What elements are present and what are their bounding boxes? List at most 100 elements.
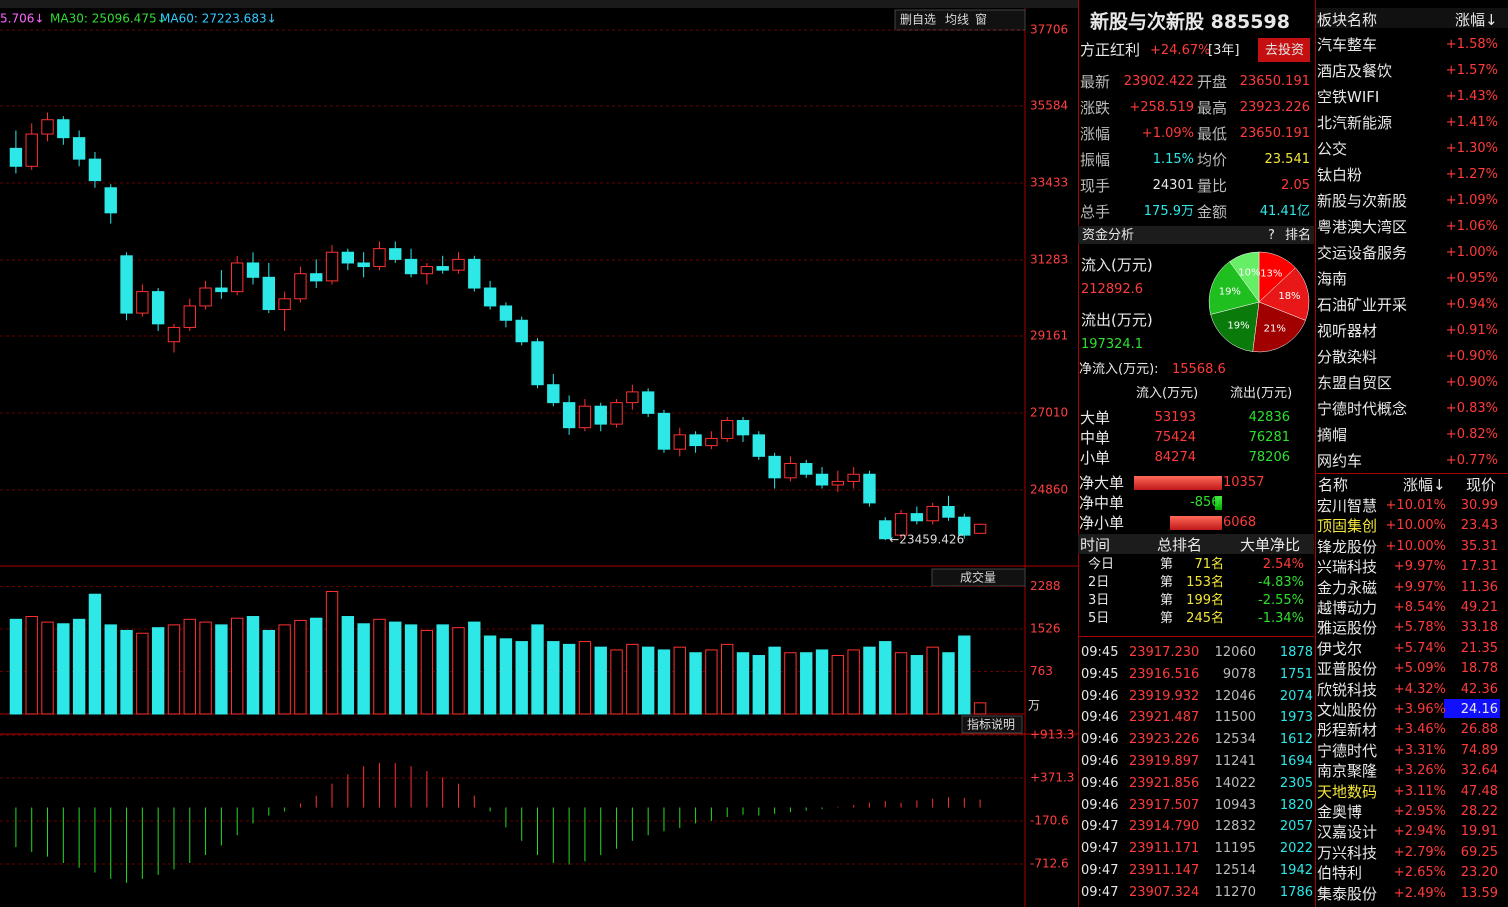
invest-button-bg[interactable] xyxy=(1258,38,1310,62)
y-tick-label: 24860 xyxy=(1030,483,1068,497)
stock-name[interactable]: 锋龙股份 xyxy=(1317,537,1378,556)
stock-name[interactable]: 宁德时代 xyxy=(1317,741,1378,760)
stock-name[interactable]: 伊戈尔 xyxy=(1317,639,1363,658)
tick-volume: 12060 xyxy=(1214,645,1256,660)
sector-name[interactable]: 汽车整车 xyxy=(1317,36,1378,54)
tick-volume: 9078 xyxy=(1222,666,1256,682)
sector-name[interactable]: 摘帽 xyxy=(1317,426,1348,444)
quote-label: 振幅 xyxy=(1080,151,1111,169)
stock-name[interactable]: 雅运股份 xyxy=(1317,619,1378,638)
col-header: 涨幅↓ xyxy=(1455,11,1498,29)
stock-price: 47.48 xyxy=(1460,783,1498,799)
stock-change: +9.97% xyxy=(1393,559,1446,575)
stock-name[interactable]: 伯特利 xyxy=(1317,864,1363,883)
volume-bar xyxy=(910,655,924,715)
candle-body xyxy=(578,405,592,429)
indicator-select[interactable] xyxy=(931,568,1026,587)
stock-name[interactable]: 彤程新材 xyxy=(1317,721,1378,740)
stock-change: +5.09% xyxy=(1393,661,1446,677)
quote-label: 量比 xyxy=(1197,177,1228,195)
tick-time: 09:47 xyxy=(1081,819,1119,835)
sector-name[interactable]: 酒店及餐饮 xyxy=(1317,62,1393,80)
sector-change: +1.58% xyxy=(1445,37,1498,52)
quote-label: 涨跌 xyxy=(1080,99,1111,117)
stock-name[interactable]: 集泰股份 xyxy=(1317,884,1378,903)
candle-body xyxy=(973,523,987,534)
quote-label: 最新 xyxy=(1080,73,1111,91)
stock-name[interactable]: 兴瑞科技 xyxy=(1317,558,1378,577)
sector-name[interactable]: 钛白粉 xyxy=(1317,166,1363,184)
volume-bar xyxy=(562,643,576,715)
sector-name[interactable]: 粤港澳大湾区 xyxy=(1317,218,1408,236)
stock-name[interactable]: 金奥博 xyxy=(1317,803,1363,821)
sector-name[interactable]: 新股与次新股 xyxy=(1317,192,1408,210)
volume-bar xyxy=(436,624,449,715)
candle-body xyxy=(768,455,781,479)
stock-name[interactable]: 顶固集创 xyxy=(1317,517,1378,536)
volume-bar xyxy=(673,646,686,715)
invest-button[interactable]: 去投资 xyxy=(1265,43,1305,58)
sector-name[interactable]: 分散染料 xyxy=(1317,348,1378,366)
stock-name[interactable]: 文灿股份 xyxy=(1317,701,1378,719)
stock-name[interactable]: 南京聚隆 xyxy=(1317,762,1378,781)
stock-name[interactable]: 越博动力 xyxy=(1317,599,1378,617)
candle-body xyxy=(151,291,165,325)
sector-change: +0.95% xyxy=(1445,271,1498,286)
pie-label: 19% xyxy=(1227,320,1249,331)
sector-name[interactable]: 宁德时代概念 xyxy=(1317,400,1408,418)
help-button[interactable] xyxy=(961,715,1023,734)
candle-body xyxy=(120,255,133,314)
tick-time: 09:47 xyxy=(1081,841,1119,857)
stock-name[interactable]: 天地数码 xyxy=(1317,782,1378,801)
volume-bar xyxy=(942,652,955,715)
candle-body xyxy=(673,434,686,450)
sector-name[interactable]: 海南 xyxy=(1317,270,1348,288)
stock-name[interactable]: 万兴科技 xyxy=(1317,843,1378,862)
stock-name[interactable]: 金力永磁 xyxy=(1317,578,1378,597)
quote-label: 涨幅 xyxy=(1080,125,1111,143)
volume-bar xyxy=(657,649,671,715)
tick-time: 09:45 xyxy=(1081,666,1119,682)
stock-name[interactable]: 欣锐科技 xyxy=(1317,680,1378,699)
stock-price: 18.78 xyxy=(1460,661,1498,677)
stock-name[interactable]: 汉嘉设计 xyxy=(1317,823,1378,842)
candle-body xyxy=(879,520,892,540)
volume-bar xyxy=(278,624,291,715)
order-label: 中单 xyxy=(1080,429,1111,447)
sector-name[interactable]: 交运设备服务 xyxy=(1317,244,1408,262)
stock-change: +10.00% xyxy=(1385,518,1446,534)
quote-value: 1.15% xyxy=(1152,152,1194,167)
pie-label: 21% xyxy=(1264,324,1286,335)
stock-name[interactable]: 宏川智慧 xyxy=(1317,497,1378,515)
candle-body xyxy=(499,305,513,321)
pie: 13% 18% 21% 19% 19% 10% xyxy=(1208,251,1310,353)
quote-label: 开盘 xyxy=(1197,73,1228,91)
tick-count: 1878 xyxy=(1279,645,1313,660)
volume-bar xyxy=(136,632,149,715)
sector-name[interactable]: 石油矿业开采 xyxy=(1317,296,1408,314)
sector-name[interactable]: 东盟自贸区 xyxy=(1317,374,1393,392)
tick-count: 1820 xyxy=(1279,797,1313,813)
net-order-label: 净中单 xyxy=(1079,494,1125,512)
candle-body xyxy=(942,505,955,518)
sector-name[interactable]: 网约车 xyxy=(1317,452,1363,470)
sector-name[interactable]: 公交 xyxy=(1317,140,1348,158)
sector-name[interactable]: 空铁WIFI xyxy=(1317,88,1380,106)
rank-prefix: 第 xyxy=(1160,575,1174,590)
col-header: 名称 xyxy=(1318,476,1349,494)
volume-bar xyxy=(468,621,481,715)
sector-change: +1.27% xyxy=(1445,167,1498,182)
order-out: 42836 xyxy=(1248,410,1290,425)
stock-name[interactable]: 亚普股份 xyxy=(1317,660,1378,679)
divider xyxy=(1316,473,1508,474)
candle-body xyxy=(468,258,481,289)
quote-value: +1.09% xyxy=(1141,126,1194,141)
sector-header-bg xyxy=(1316,8,1508,28)
tick-volume: 11270 xyxy=(1214,884,1256,900)
candle-body xyxy=(246,262,260,278)
volume-bar xyxy=(752,655,765,715)
y-tick-label: 31283 xyxy=(1030,253,1068,267)
sector-name[interactable]: 视听器材 xyxy=(1317,322,1378,340)
sector-name[interactable]: 北汽新能源 xyxy=(1317,114,1393,132)
sector-change: +1.57% xyxy=(1445,63,1498,78)
